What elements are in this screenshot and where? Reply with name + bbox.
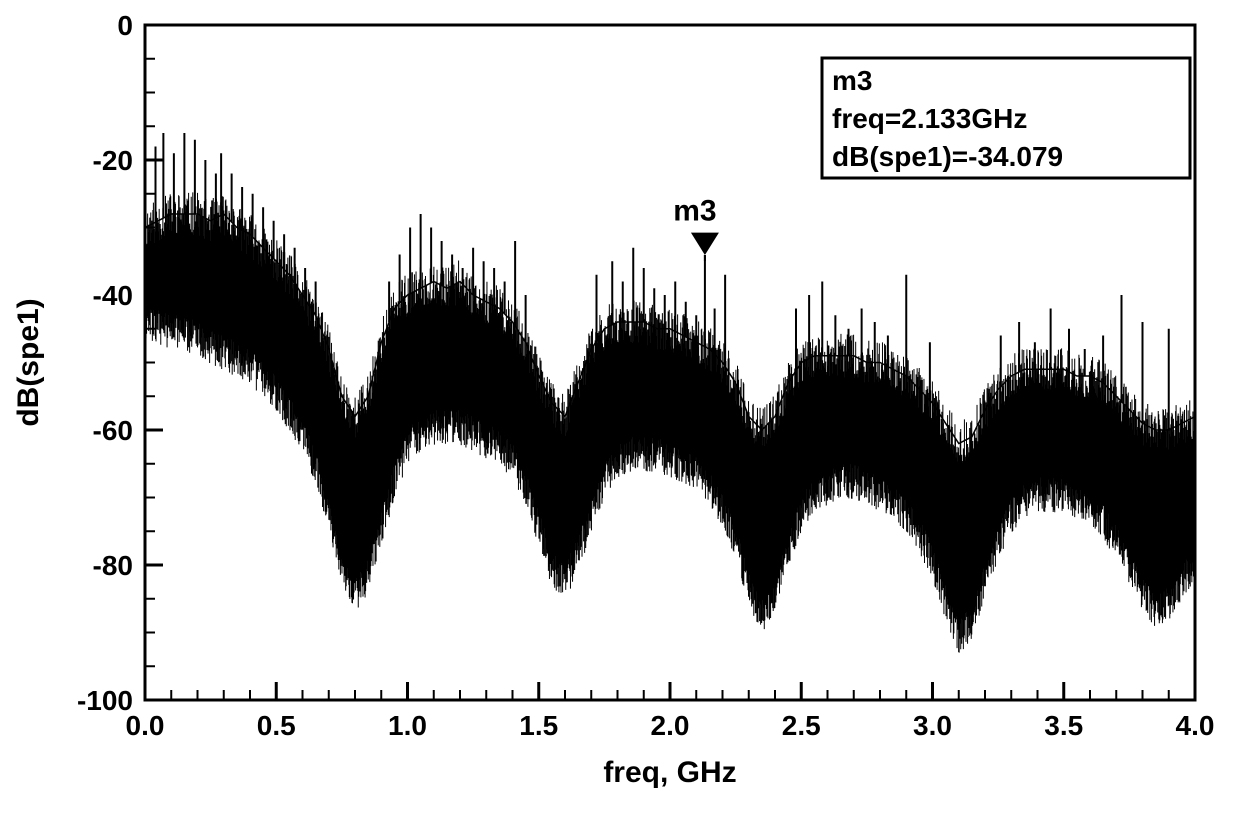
svg-text:4.0: 4.0 bbox=[1176, 710, 1215, 741]
svg-text:dB(spe1)=-34.079: dB(spe1)=-34.079 bbox=[832, 141, 1063, 172]
svg-text:-20: -20 bbox=[93, 145, 133, 176]
svg-text:0.5: 0.5 bbox=[257, 710, 296, 741]
svg-text:-100: -100 bbox=[77, 685, 133, 716]
svg-text:-60: -60 bbox=[93, 415, 133, 446]
svg-text:3.0: 3.0 bbox=[913, 710, 952, 741]
svg-text:1.5: 1.5 bbox=[519, 710, 558, 741]
svg-text:1.0: 1.0 bbox=[388, 710, 427, 741]
y-axis-label: dB(spe1) bbox=[12, 298, 45, 426]
svg-text:m3: m3 bbox=[673, 195, 716, 228]
svg-text:2.0: 2.0 bbox=[651, 710, 690, 741]
svg-text:m3: m3 bbox=[832, 65, 872, 96]
svg-text:-40: -40 bbox=[93, 280, 133, 311]
x-axis-label: freq, GHz bbox=[603, 756, 736, 789]
svg-text:3.5: 3.5 bbox=[1044, 710, 1083, 741]
svg-text:2.5: 2.5 bbox=[782, 710, 821, 741]
spectrum-trace bbox=[145, 192, 1195, 652]
legend-box: m3 freq=2.133GHz dB(spe1)=-34.079 bbox=[822, 58, 1190, 178]
svg-text:0: 0 bbox=[117, 10, 133, 41]
spectrum-chart: 0.00.51.01.52.02.53.03.54.00-20-40-60-80… bbox=[0, 0, 1240, 829]
marker-m3: m3 bbox=[673, 195, 719, 261]
svg-text:-80: -80 bbox=[93, 550, 133, 581]
svg-text:freq=2.133GHz: freq=2.133GHz bbox=[832, 103, 1027, 134]
